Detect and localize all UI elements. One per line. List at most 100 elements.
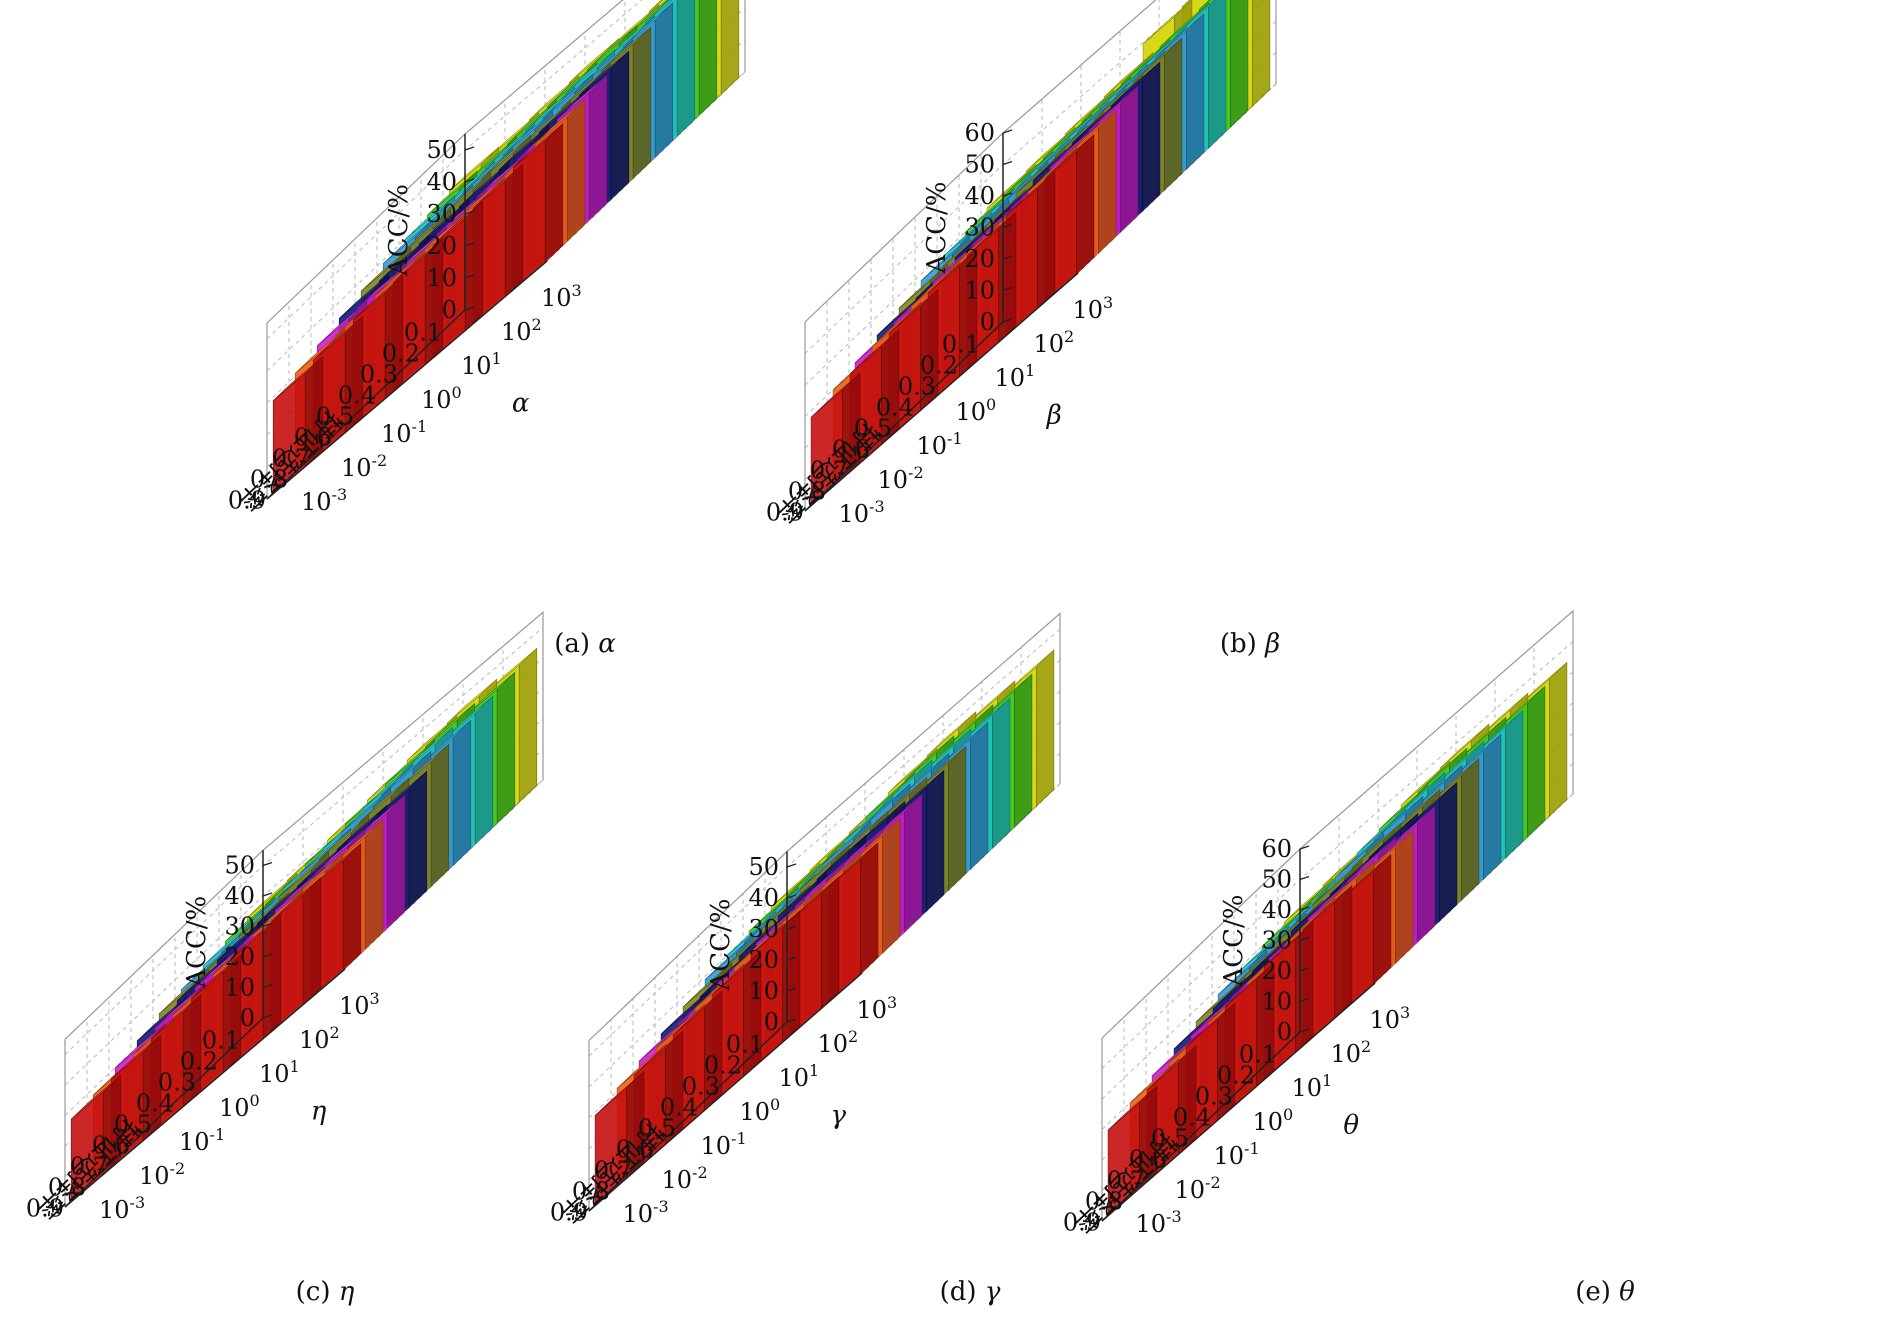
z-tick-label: 50 (748, 853, 779, 881)
y-tick-label: 0.6 (616, 1136, 654, 1164)
y-tick-label: 0.3 (898, 373, 936, 401)
x-tick-label: 10-2 (878, 463, 924, 494)
bar (1146, 1045, 1197, 1183)
chart-panel-d: 0 10 20 30 40 50 ACC/% 0.10.20.30.40.50.60.70.8… (550, 612, 1061, 1307)
y-tick-label: 0.5 (854, 415, 892, 443)
x-tick-label: 100 (740, 1095, 781, 1126)
y-tick-label: 0.9 (550, 1199, 588, 1227)
y-tick-label: 0.2 (382, 340, 420, 368)
axes (266, 134, 548, 500)
z-tick-label: 10 (748, 977, 779, 1005)
x-tick-label: 10-3 (301, 485, 347, 516)
y-tick-label: 0.6 (832, 436, 870, 464)
y-tick-label: 0.4 (136, 1090, 174, 1118)
y-tick-label: 0.1 (404, 319, 442, 347)
z-tick-label: 10 (1261, 988, 1292, 1016)
z-tick-label: 0 (980, 308, 995, 336)
z-tick-label: 40 (964, 182, 995, 210)
y-tick-label: 0.6 (294, 424, 332, 452)
y-tick-label: 0.8 (1085, 1188, 1123, 1216)
y-tick-label: 0.1 (726, 1031, 764, 1059)
y-tick-label: 0.4 (1173, 1104, 1211, 1132)
y-tick-label: 0.1 (1239, 1041, 1277, 1069)
z-tick-label: 60 (1261, 835, 1292, 863)
x-axis-label: η (311, 1096, 327, 1126)
y-tick-label: 0.9 (766, 499, 804, 527)
x-tick-label: 10-2 (341, 451, 387, 482)
x-tick-label: 102 (1331, 1037, 1372, 1068)
x-tick-label: 102 (501, 315, 542, 346)
y-tick-label: 0.3 (1195, 1083, 1233, 1111)
y-tick-label: 0.1 (942, 331, 980, 359)
y-tick-label: 0.7 (594, 1157, 632, 1185)
y-tick-label: 0.6 (1129, 1146, 1167, 1174)
x-tick-label: 102 (299, 1023, 340, 1054)
x-tick-label: 102 (818, 1027, 859, 1058)
z-tick-label: 20 (426, 232, 457, 260)
y-tick-label: 0.7 (70, 1153, 108, 1181)
bars (594, 649, 1055, 1207)
z-tick-label: 20 (224, 943, 255, 971)
x-tick-label: 101 (1292, 1071, 1333, 1102)
x-tick-label: 10-3 (839, 497, 885, 528)
z-tick-label: 30 (224, 913, 255, 941)
x-tick-label: 10-2 (139, 1159, 185, 1190)
axes (588, 851, 863, 1212)
x-tick-label: 103 (1370, 1003, 1411, 1034)
x-tick-label: 10-1 (701, 1129, 747, 1160)
x-tick-label: 100 (1253, 1105, 1294, 1136)
x-axis-label: θ (1343, 1110, 1359, 1140)
z-tick-label: 20 (748, 946, 779, 974)
bar (272, 355, 324, 495)
panel-caption: (d) γ (940, 1277, 1001, 1307)
z-tick-label: 40 (1261, 896, 1292, 924)
panel-caption: (c) η (296, 1277, 355, 1307)
y-tick-label: 0.5 (114, 1111, 152, 1139)
y-tick-label: 0.9 (1063, 1209, 1101, 1237)
z-axis-label: ACC/% (1219, 894, 1249, 987)
y-tick-label: 0.7 (810, 457, 848, 485)
x-tick-label: 100 (421, 383, 462, 414)
x-tick-label: 101 (995, 361, 1036, 392)
z-tick-label: 30 (964, 214, 995, 242)
x-tick-label: 10-1 (179, 1125, 225, 1156)
z-tick-label: 50 (964, 151, 995, 179)
y-tick-label: 0.1 (202, 1027, 240, 1055)
x-tick-label: 10-1 (1214, 1139, 1260, 1170)
z-tick-label: 10 (224, 974, 255, 1002)
y-tick-label: 0.7 (1107, 1167, 1145, 1195)
x-tick-label: 100 (956, 395, 997, 426)
x-tick-label: 103 (339, 989, 380, 1020)
z-tick-label: 0 (764, 1008, 779, 1036)
bar (70, 1074, 122, 1203)
y-tick-label: 0.8 (788, 478, 826, 506)
y-tick-label: 0.6 (92, 1132, 130, 1160)
x-tick-label: 10-3 (623, 1197, 669, 1228)
x-tick-label: 102 (1034, 327, 1075, 358)
x-axis-label: α (512, 388, 530, 418)
panel-caption: (b) β (1220, 629, 1280, 659)
y-tick-label: 0.8 (48, 1174, 86, 1202)
frame (1101, 609, 1574, 1221)
y-tick-label: 0.5 (1151, 1125, 1189, 1153)
x-tick-label: 101 (259, 1057, 300, 1088)
x-tick-label: 103 (1073, 293, 1114, 324)
z-tick-label: 50 (1261, 866, 1292, 894)
x-tick-label: 100 (219, 1091, 260, 1122)
panel-caption: (a) α (554, 629, 616, 659)
z-axis-label: ACC/% (384, 184, 414, 277)
z-tick-label: 20 (964, 245, 995, 273)
y-tick-label: 0.2 (704, 1052, 742, 1080)
z-tick-label: 40 (748, 884, 779, 912)
chart-panel-b: 0 10 20 30 40 50 60 ACC/% 0.10.20.30.40.50.60.70… (766, 0, 1280, 659)
x-tick-label: 10-1 (381, 417, 427, 448)
y-tick-label: 0.9 (228, 487, 266, 515)
x-tick-label: 10-1 (917, 429, 963, 460)
bar (594, 1070, 645, 1207)
x-tick-label: 10-2 (1175, 1173, 1221, 1204)
z-axis-label: ACC/% (706, 898, 736, 991)
bars (70, 647, 538, 1203)
y-tick-label: 0.8 (572, 1178, 610, 1206)
bars (272, 0, 740, 495)
